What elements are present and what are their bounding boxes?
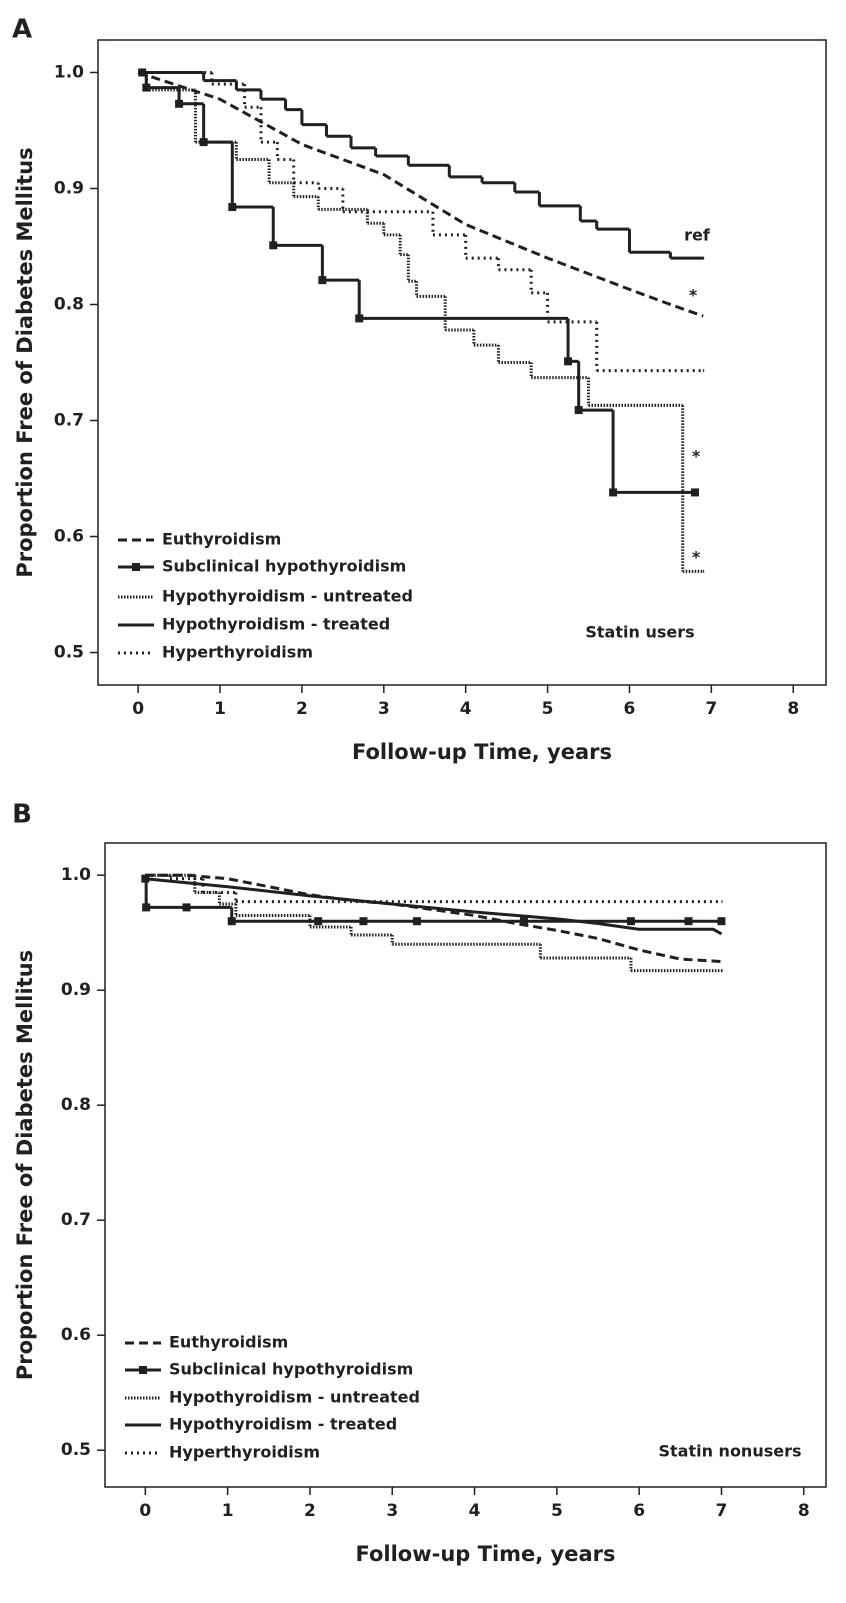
- x-tick-label: 8: [787, 699, 799, 719]
- marker: [609, 488, 618, 497]
- x-tick-label: 1: [214, 699, 226, 719]
- legend-label: Euthyroidism: [169, 1333, 288, 1352]
- legend-label: Hypothyroidism - untreated: [169, 1388, 420, 1407]
- y-tick-label: 0.5: [61, 1440, 91, 1460]
- annotation: ref: [684, 226, 711, 245]
- marker: [182, 903, 191, 912]
- y-tick-label: 1.0: [54, 62, 84, 82]
- y-tick-label: 0.9: [54, 178, 84, 198]
- marker: [690, 488, 699, 497]
- annotation: *: [692, 447, 701, 466]
- y-tick-label: 0.7: [54, 411, 84, 431]
- x-axis-label: Follow-up Time, years: [352, 740, 612, 764]
- marker: [175, 99, 184, 108]
- marker: [318, 276, 327, 285]
- x-tick-label: 7: [705, 699, 717, 719]
- x-tick-label: 6: [624, 699, 636, 719]
- legend-label: Subclinical hypothyroidism: [169, 1360, 413, 1379]
- series-line: [145, 877, 723, 936]
- x-tick-label: 4: [460, 699, 472, 719]
- x-tick-label: 0: [139, 1501, 151, 1521]
- marker: [564, 357, 573, 366]
- legend-label: Subclinical hypothyroidism: [162, 557, 406, 576]
- marker: [199, 138, 208, 147]
- legend-label: Hyperthyroidism: [162, 643, 313, 662]
- marker: [227, 917, 236, 926]
- annotation: *: [689, 286, 698, 305]
- annotation: Statin nonusers: [658, 1442, 801, 1461]
- marker: [228, 203, 237, 212]
- legend-label: Euthyroidism: [162, 530, 281, 549]
- legend-label: Hypothyroidism - treated: [162, 615, 390, 634]
- x-tick-label: 2: [296, 699, 308, 719]
- y-tick-label: 1.0: [61, 865, 91, 885]
- legend-marker: [132, 563, 140, 571]
- panel-label: A: [12, 15, 32, 45]
- x-tick-label: 1: [222, 1501, 234, 1521]
- plot-frame: [104, 842, 827, 1488]
- marker: [269, 241, 278, 250]
- annotation: Statin users: [585, 623, 694, 642]
- x-tick-label: 6: [633, 1501, 645, 1521]
- y-tick-label: 0.8: [54, 294, 84, 314]
- x-axis-label: Follow-up Time, years: [355, 1542, 615, 1566]
- plot-frame: [97, 39, 827, 686]
- series-line: [137, 71, 704, 318]
- marker: [574, 406, 583, 415]
- marker: [359, 917, 368, 926]
- marker: [717, 917, 726, 926]
- y-tick-label: 0.6: [54, 527, 84, 547]
- x-tick-label: 7: [716, 1501, 728, 1521]
- x-tick-label: 2: [304, 1501, 316, 1521]
- marker: [684, 917, 693, 926]
- y-tick-label: 0.8: [61, 1095, 91, 1115]
- panel-label: B: [12, 800, 32, 830]
- y-tick-label: 0.5: [54, 643, 84, 663]
- legend-label: Hypothyroidism - treated: [169, 1415, 397, 1434]
- x-tick-label: 3: [386, 1501, 398, 1521]
- legend-label: Hypothyroidism - untreated: [162, 587, 413, 606]
- y-tick-label: 0.6: [61, 1325, 91, 1345]
- legend-marker: [139, 1366, 147, 1374]
- legend-label: Hyperthyroidism: [169, 1443, 320, 1462]
- y-tick-label: 0.9: [61, 980, 91, 1000]
- marker: [412, 917, 421, 926]
- x-tick-label: 5: [542, 699, 554, 719]
- x-tick-label: 5: [551, 1501, 563, 1521]
- marker: [142, 903, 151, 912]
- y-tick-label: 0.7: [61, 1210, 91, 1230]
- annotation: *: [692, 548, 701, 567]
- marker: [355, 314, 364, 323]
- y-axis-label: Proportion Free of Diabetes Mellitus: [13, 950, 37, 1380]
- marker: [626, 917, 635, 926]
- x-tick-label: 4: [469, 1501, 481, 1521]
- x-tick-label: 0: [132, 699, 144, 719]
- marker: [314, 917, 323, 926]
- marker: [519, 917, 528, 926]
- x-tick-label: 8: [798, 1501, 810, 1521]
- y-axis-label: Proportion Free of Diabetes Mellitus: [13, 147, 37, 577]
- x-tick-label: 3: [378, 699, 390, 719]
